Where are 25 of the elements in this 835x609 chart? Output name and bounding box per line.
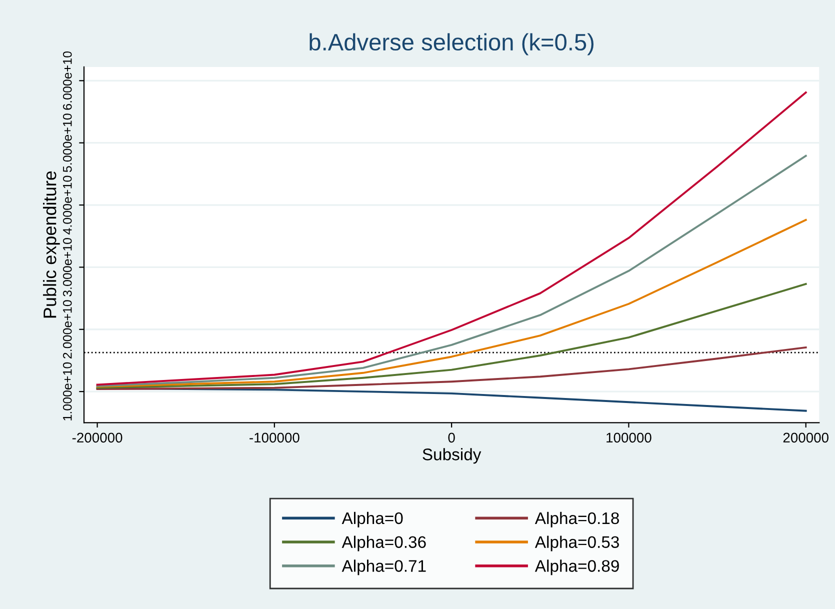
x-tick-label: 0: [448, 432, 455, 443]
y-tick-label: 4.000e+10: [62, 176, 72, 234]
legend-label: Alpha=0.53: [534, 536, 619, 552]
y-tick-label: 3.000e+10: [62, 238, 72, 296]
x-tick-label: -200000: [72, 432, 122, 443]
line-series: [96, 92, 807, 386]
x-tick-label: 200000: [783, 432, 828, 443]
y-tick-label: 6.000e+10: [62, 51, 72, 110]
y-axis-title: Public expenditure: [43, 171, 60, 318]
x-tick-label: 100000: [606, 432, 652, 443]
x-axis-title: Subsidy: [422, 448, 482, 464]
y-tick-label: 5.000e+10: [62, 114, 72, 172]
y-tick-label: 2.000e+10: [62, 300, 72, 358]
y-tick-label: 1.000e+10: [62, 362, 72, 420]
line-series: [96, 346, 807, 390]
line-series: [96, 283, 807, 389]
legend-label: Alpha=0.36: [342, 536, 426, 552]
line-series: [96, 218, 807, 388]
line-series: [96, 154, 807, 387]
legend-label: Alpha=0.89: [534, 560, 619, 576]
x-tick-label: -100000: [250, 432, 300, 443]
legend-label: Alpha=0: [342, 512, 403, 528]
chart-title: b.Adverse selection (k=0.5): [310, 33, 594, 56]
legend-label: Alpha=0.18: [534, 512, 619, 528]
legend-label: Alpha=0.71: [342, 560, 426, 576]
